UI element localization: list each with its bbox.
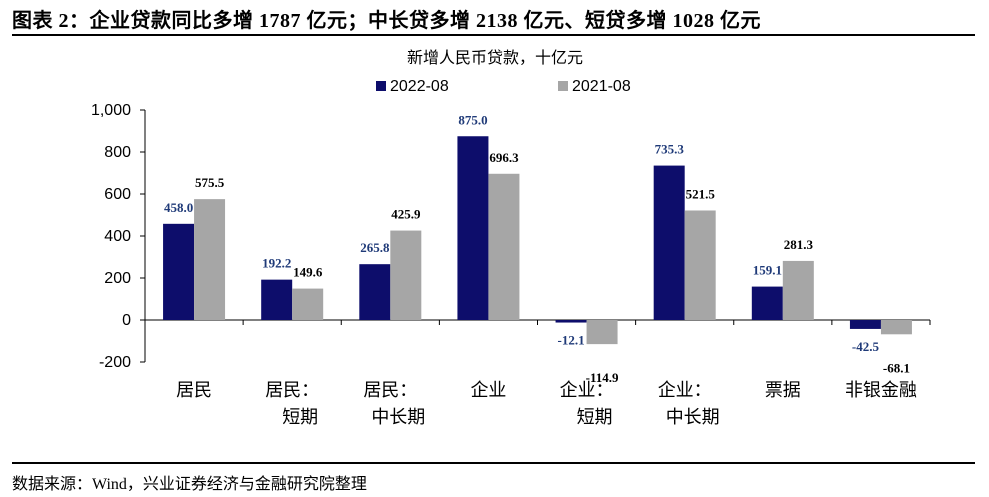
category-label-6-0: 票据 — [765, 380, 801, 401]
data-label-2021-08-0: 575.5 — [195, 175, 225, 190]
data-label-2022-08-4: -12.1 — [558, 333, 585, 348]
legend: 2022-08 2021-08 — [376, 78, 631, 95]
bar-2021-08-5 — [684, 210, 716, 320]
y-tick-label: -200 — [99, 354, 131, 371]
category-label-4-1: 短期 — [577, 407, 613, 428]
data-label-2021-08-3: 696.3 — [489, 150, 519, 165]
bars — [163, 136, 912, 345]
bar-2022-08-0 — [163, 223, 195, 320]
bar-2021-08-7 — [880, 320, 912, 335]
bar-2022-08-3 — [457, 136, 489, 320]
bar-2022-08-1 — [261, 279, 293, 320]
title-rule — [12, 34, 975, 36]
category-label-7-0: 非银金融 — [845, 380, 917, 401]
y-tick-label: 200 — [104, 270, 131, 287]
legend-swatch-2021-08 — [558, 81, 568, 91]
category-label-1-1: 短期 — [282, 407, 318, 428]
category-label-4-0: 企业： — [560, 380, 614, 401]
bar-2021-08-6 — [782, 260, 814, 320]
bar-2021-08-4 — [586, 320, 618, 345]
data-label-2022-08-2: 265.8 — [360, 240, 390, 255]
category-label-5-0: 企业： — [658, 380, 712, 401]
category-label-1-0: 居民： — [265, 380, 319, 401]
bar-chart: 新增人民币贷款，十亿元 2022-08 2021-08 -200 0 200 400 60… — [91, 48, 931, 428]
chart-title: 新增人民币贷款，十亿元 — [407, 48, 583, 67]
bar-2022-08-6 — [751, 286, 783, 320]
bar-2022-08-7 — [849, 320, 881, 329]
data-label-2021-08-2: 425.9 — [391, 207, 421, 222]
data-label-2022-08-7: -42.5 — [852, 339, 880, 354]
bar-2021-08-0 — [194, 199, 226, 320]
legend-swatch-2022-08 — [376, 81, 386, 91]
data-label-2022-08-1: 192.2 — [262, 256, 291, 271]
bar-2022-08-5 — [653, 165, 685, 320]
y-tick-label: 400 — [104, 228, 131, 245]
data-label-2022-08-0: 458.0 — [164, 200, 193, 215]
legend-label-2021-08: 2021-08 — [572, 78, 631, 95]
category-label-3-0: 企业 — [470, 380, 506, 401]
data-label-2022-08-3: 875.0 — [458, 112, 487, 127]
source-rule — [12, 462, 975, 464]
bar-2021-08-1 — [292, 288, 324, 320]
figure-title: 图表 2：企业贷款同比多增 1787 亿元；中长贷多增 2138 亿元、短贷多增… — [12, 10, 761, 32]
bar-2022-08-4 — [555, 320, 587, 323]
data-label-2021-08-1: 149.6 — [293, 265, 323, 280]
category-labels: 居民 居民： 短期 居民： 中长期 企业 企业： 短期 企业： 中长期 票据 非银金融 — [176, 380, 917, 428]
data-label-2022-08-5: 735.3 — [655, 142, 685, 157]
data-label-2021-08-4: -114.9 — [586, 370, 619, 385]
bar-2021-08-2 — [390, 230, 422, 320]
data-label-2021-08-6: 281.3 — [784, 237, 814, 252]
source-note: 数据来源：Wind，兴业证券经济与金融研究院整理 — [12, 476, 367, 493]
category-label-2-0: 居民： — [363, 380, 417, 401]
data-label-2021-08-5: 521.5 — [686, 186, 716, 201]
data-label-2021-08-7: -68.1 — [883, 360, 910, 375]
data-label-2022-08-6: 159.1 — [753, 263, 782, 278]
y-tick-label: 0 — [122, 312, 131, 329]
bar-2021-08-3 — [488, 173, 520, 320]
legend-label-2022-08: 2022-08 — [390, 78, 449, 95]
y-tick-label: 600 — [104, 186, 131, 203]
y-tick-label: 800 — [104, 144, 131, 161]
category-label-2-1: 中长期 — [371, 407, 425, 428]
bar-2022-08-2 — [359, 264, 391, 320]
category-label-5-1: 中长期 — [666, 407, 720, 428]
category-label-0-0: 居民 — [176, 380, 212, 401]
y-tick-label: 1,000 — [91, 102, 131, 119]
